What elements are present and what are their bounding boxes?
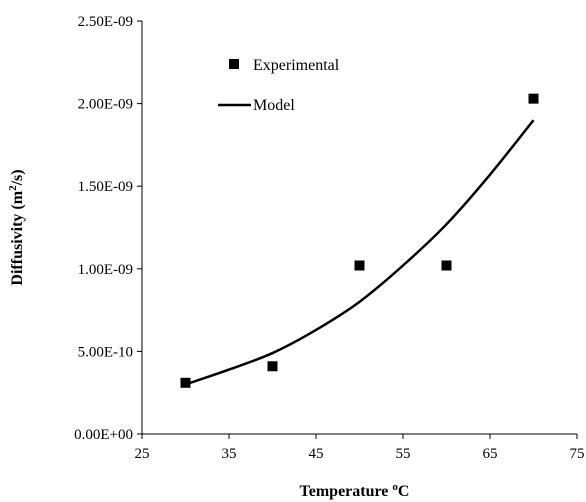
x-tick-label: 35 [222,446,237,462]
x-axis-title: Temperature oC [300,481,410,500]
legend-experimental-label: Experimental [253,57,340,74]
y-axis-title: Diffusivity (m2/s) [7,169,26,285]
x-tick-label: 65 [483,446,498,462]
x-tick-label: 45 [309,446,324,462]
legend: Experimental Model [218,57,340,114]
x-tick-label: 75 [570,446,585,462]
y-tick-label: 2.50E-09 [78,14,133,30]
y-tick-label: 2.00E-09 [78,97,133,113]
axes [141,21,577,435]
experimental-point [441,260,452,271]
experimental-point [267,361,278,372]
x-tick-label: 25 [135,446,150,462]
legend-experimental-marker [229,59,239,69]
x-tick-label: 55 [396,446,411,462]
experimental-point [528,93,539,104]
y-tick-label: 1.50E-09 [78,179,133,195]
y-ticks: 0.00E+00 5.00E-10 1.00E-09 1.50E-09 2.00E-09… [74,14,142,443]
legend-model-label: Model [253,97,295,114]
y-tick-label: 0.00E+00 [74,427,133,443]
series-layer [180,93,539,388]
x-ticks: 25 35 45 55 65 75 [135,434,585,462]
experimental-point [354,260,365,271]
model-curve [185,119,535,386]
experimental-point [180,377,191,388]
y-tick-label: 1.00E-09 [78,262,133,278]
y-tick-label: 5.00E-10 [78,344,133,360]
